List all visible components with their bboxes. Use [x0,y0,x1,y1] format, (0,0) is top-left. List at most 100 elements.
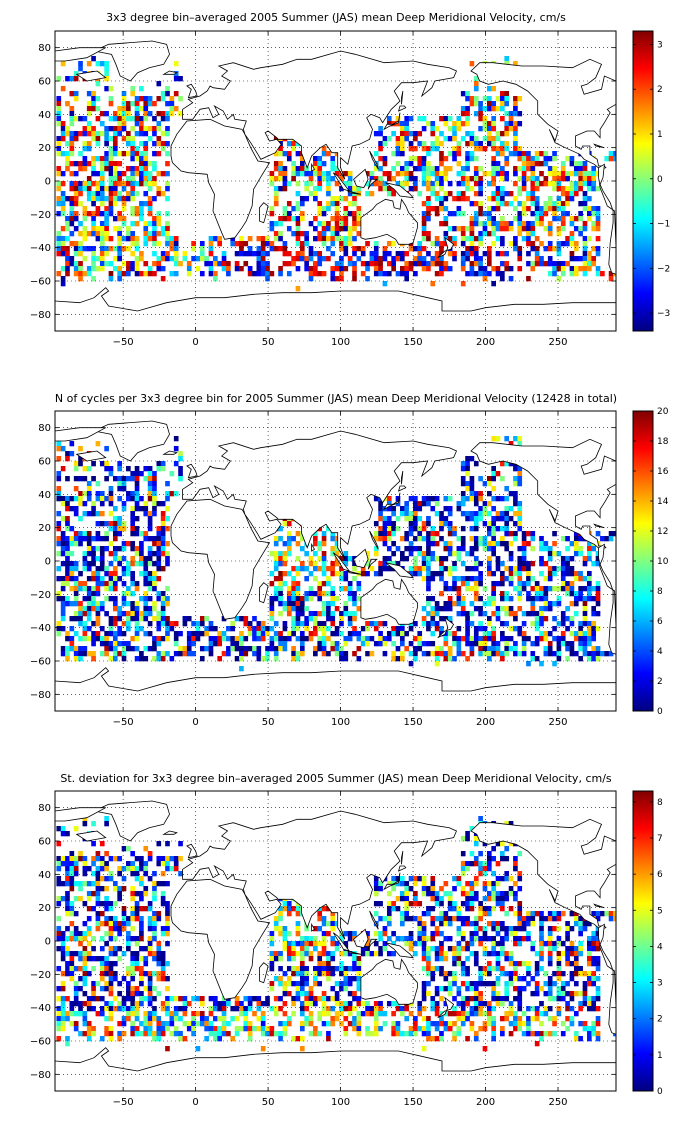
bin-cell [130,471,136,477]
bin-cell [486,491,492,497]
bin-cell [208,636,214,642]
bin-cell [117,276,122,282]
bin-cell [343,941,349,947]
bin-cell [56,881,62,887]
bin-cell [156,151,162,157]
bin-cell [430,261,436,267]
bin-cell [69,91,75,97]
bin-cell [556,911,562,917]
bin-cell [421,521,427,527]
bin-cell [321,611,327,617]
bin-cell [378,621,383,627]
bin-cell [378,166,383,172]
bin-cell [191,621,196,627]
bin-cell [591,166,597,172]
bin-cell [517,561,523,567]
bin-cell [495,471,501,477]
bin-cell [426,516,431,522]
bin-cell [295,241,301,247]
bin-cell [434,251,440,257]
bin-cell [587,236,592,242]
bin-cell [95,206,101,212]
bin-cell [382,541,388,547]
bin-cell [452,601,457,607]
bin-cell [539,216,544,222]
bin-cell [69,106,75,112]
bin-cell [339,236,344,242]
bin-cell [452,576,457,582]
bin-cell [552,266,557,272]
bin-cell [473,556,479,562]
bin-cell [56,916,62,922]
bin-cell [286,571,292,577]
bin-cell [378,951,383,957]
bin-cell [400,891,405,897]
bin-cell [99,261,105,267]
bin-cell [208,251,214,257]
bin-cell [291,176,296,182]
bin-cell [373,901,379,907]
bin-cell [143,536,149,542]
bin-cell [282,561,288,567]
bin-cell [152,226,157,232]
bin-cell [517,936,523,942]
bin-cell [513,206,518,212]
bin-cell [378,501,383,507]
bin-cell [573,531,579,537]
bin-cell [547,571,553,577]
bin-cell [126,181,131,187]
bin-cell [565,591,570,597]
bin-cell [582,246,588,252]
bin-cell [117,126,122,132]
bin-cell [65,546,70,552]
bin-cell [273,951,279,957]
bin-cell [299,161,305,167]
bin-cell [178,871,183,877]
bin-cell [86,496,92,502]
bin-cell [460,266,466,272]
bin-cell [430,166,436,172]
bin-cell [147,951,153,957]
bin-cell [421,526,427,532]
bin-cell [495,876,501,882]
bin-cell [321,946,327,952]
bin-cell [130,891,136,897]
coastline [259,582,269,604]
bin-cell [199,656,205,662]
bin-cell [73,616,79,622]
bin-cell [73,566,79,572]
bin-cell [517,246,523,252]
bin-cell [373,891,379,897]
bin-cell [565,261,570,267]
bin-cell [291,596,296,602]
bin-cell [339,266,344,272]
bin-cell [169,626,175,632]
bin-cell [400,181,405,187]
bin-cell [121,921,127,927]
bin-cell [430,131,436,137]
bin-cell [347,596,353,602]
bin-cell [513,531,518,537]
bin-cell [86,926,92,932]
bin-cell [56,201,62,207]
bin-cell [408,161,414,167]
bin-cell [152,261,157,267]
bin-cell [565,656,570,662]
bin-cell [78,941,83,947]
bin-cell [547,651,553,657]
bin-cell [317,591,323,597]
bin-cell [495,861,501,867]
bin-cell [313,626,318,632]
bin-cell [465,186,470,192]
bin-cell [217,236,223,242]
bin-cell [139,616,144,622]
bin-cell [269,206,275,212]
bin-cell [543,206,549,212]
bin-cell [65,881,70,887]
bin-cell [469,216,475,222]
bin-cell [165,256,170,262]
bin-cell [152,636,157,642]
bin-cell [404,891,410,897]
bin-cell [313,551,318,557]
bin-cell [130,496,136,502]
